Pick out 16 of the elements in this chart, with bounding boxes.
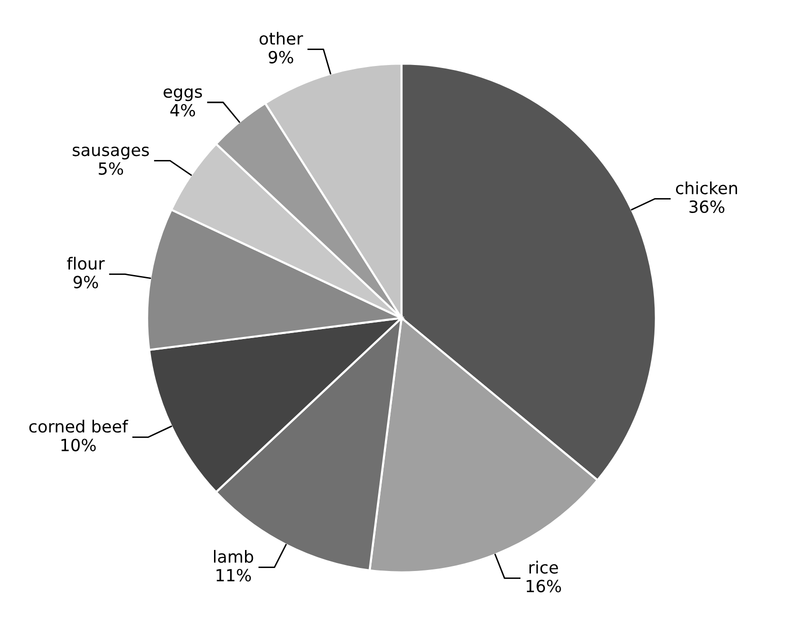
- data-label: 16%: [526, 580, 561, 592]
- slice-label: eggs: [164, 88, 202, 102]
- data-label: 4%: [170, 104, 196, 117]
- slice-label: lamb: [214, 550, 254, 563]
- slice-label: corned beef: [29, 420, 128, 433]
- data-label: 9%: [268, 50, 294, 64]
- slice-label: flour: [67, 256, 105, 270]
- slice-label: chicken: [676, 181, 738, 194]
- data-label: 9%: [74, 276, 98, 288]
- data-label: 5%: [98, 162, 124, 175]
- data-label: 36%: [690, 200, 724, 214]
- data-label: 11%: [216, 568, 251, 582]
- slice-label: sausages: [72, 146, 149, 160]
- slice-label: rice: [529, 560, 558, 574]
- slice-label: other: [260, 32, 304, 45]
- data-label: 10%: [61, 438, 96, 452]
